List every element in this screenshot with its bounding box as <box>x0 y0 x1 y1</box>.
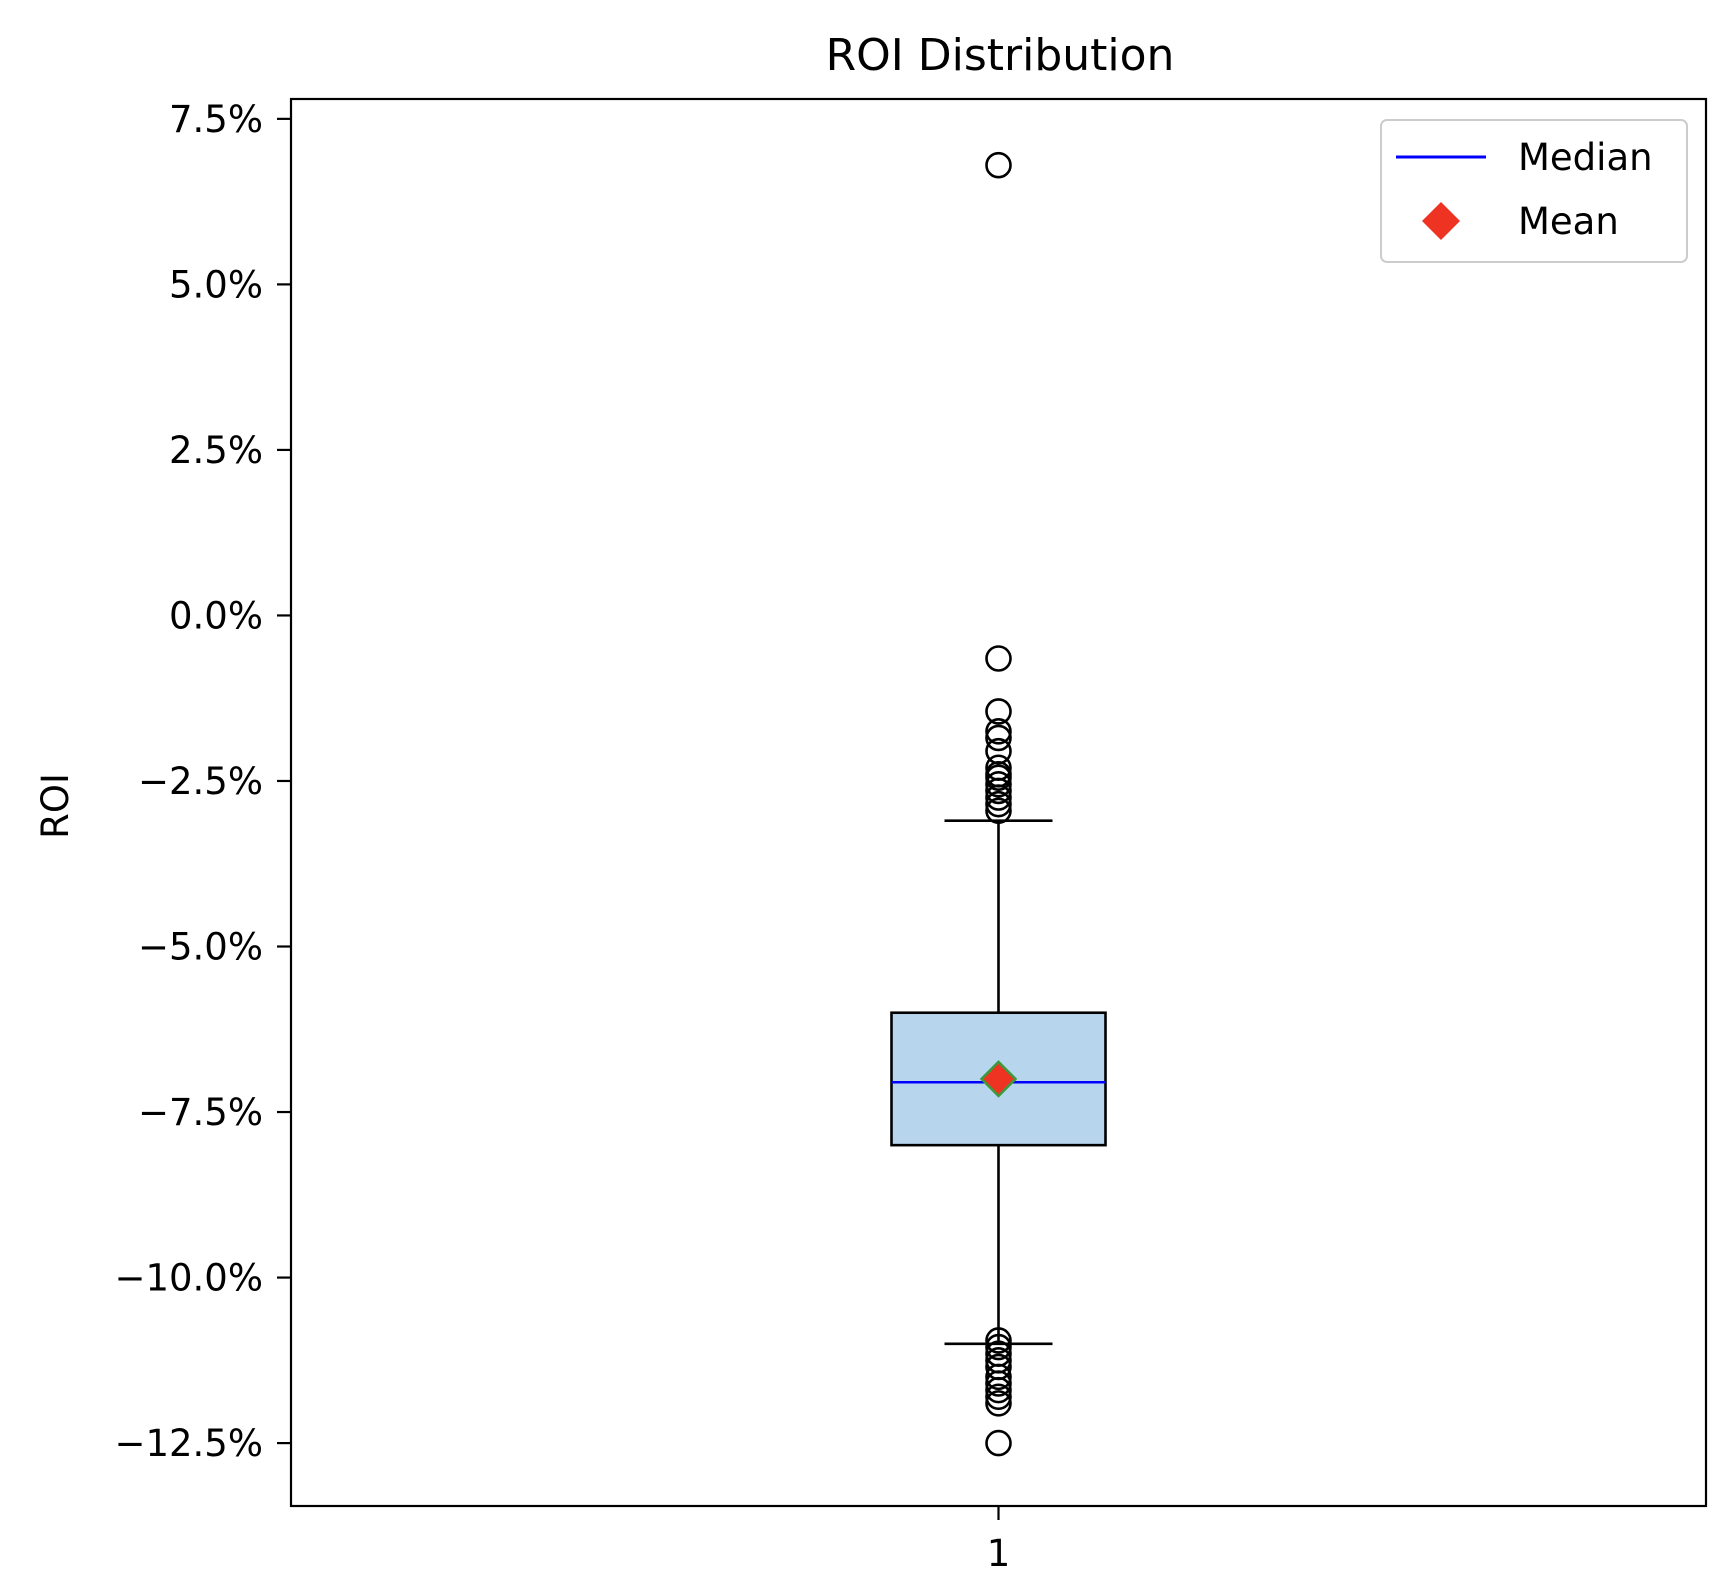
outlier-point <box>985 1370 1012 1397</box>
outlier-point <box>985 764 1012 791</box>
legend-label: Median <box>1518 136 1653 179</box>
outlier-point <box>985 777 1012 805</box>
legend-label: Mean <box>1518 200 1619 243</box>
y-axis: 7.5% 5.0% 2.5% 0.0% −2.5% −5.0% −7.5% −10.0% −12… <box>114 98 291 1465</box>
x-axis: 1 <box>987 1506 1011 1575</box>
y-tick-label: 7.5% <box>169 98 263 141</box>
y-tick-label: −5.0% <box>138 926 263 969</box>
chart-title: ROI Distribution <box>826 30 1175 81</box>
y-tick-label: −2.5% <box>138 760 263 803</box>
outlier-point <box>985 1383 1012 1411</box>
outlier-point <box>985 724 1012 752</box>
y-tick-label: −12.5% <box>114 1422 263 1465</box>
outlier-point <box>985 718 1012 745</box>
outlier-point <box>985 698 1012 725</box>
y-axis-label: ROI <box>34 773 77 839</box>
y-tick-label: 2.5% <box>169 429 263 472</box>
y-tick-label: −7.5% <box>138 1091 263 1134</box>
outlier-point <box>985 790 1012 818</box>
outlier-point <box>985 1363 1012 1391</box>
outlier-point <box>985 1429 1012 1457</box>
outlier-point <box>985 797 1012 825</box>
plot-area <box>890 151 1107 1457</box>
x-tick-label: 1 <box>987 1532 1011 1575</box>
outlier-point <box>985 151 1012 179</box>
axes-frame <box>289 97 1708 1508</box>
y-tick-label: −10.0% <box>114 1257 263 1300</box>
outlier-point <box>985 1333 1012 1361</box>
outlier-point <box>985 1390 1012 1417</box>
legend-mean-swatch <box>1422 202 1460 240</box>
outlier-point <box>985 645 1012 672</box>
y-tick-label: 5.0% <box>169 263 263 306</box>
outlier-point <box>985 770 1012 798</box>
mean-marker <box>979 1060 1018 1098</box>
outlier-point <box>985 1327 1012 1354</box>
outlier-point <box>985 1376 1012 1404</box>
outlier-point <box>985 784 1012 811</box>
y-tick-label: 0.0% <box>169 594 263 637</box>
legend: Median Mean <box>1380 119 1688 263</box>
